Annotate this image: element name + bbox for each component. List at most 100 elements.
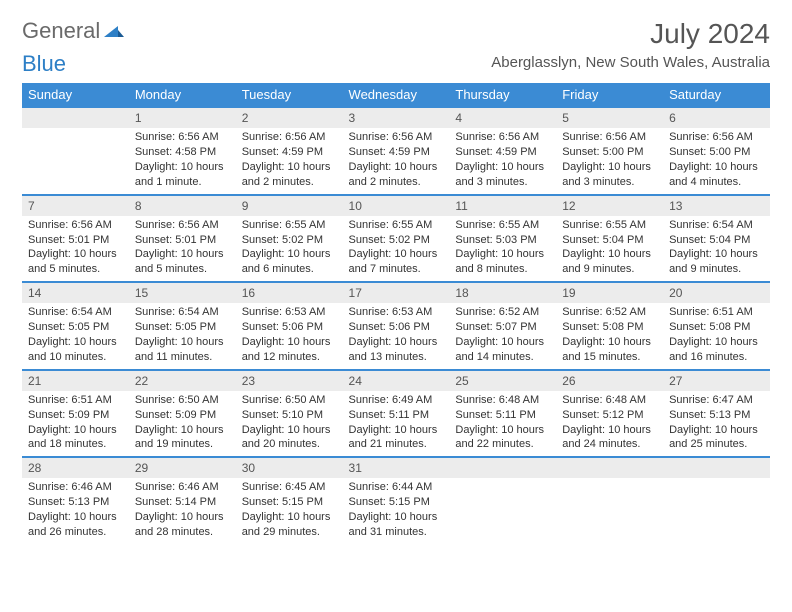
day-details: Sunrise: 6:54 AMSunset: 5:04 PMDaylight:… bbox=[663, 216, 770, 281]
logo-text-general: General bbox=[22, 18, 100, 44]
calendar-cell: 25Sunrise: 6:48 AMSunset: 5:11 PMDayligh… bbox=[449, 369, 556, 457]
daylight-line: Daylight: 10 hours and 9 minutes. bbox=[562, 247, 657, 277]
sunset-line: Sunset: 5:07 PM bbox=[455, 320, 550, 335]
day-number: 21 bbox=[22, 369, 129, 391]
day-details: Sunrise: 6:55 AMSunset: 5:02 PMDaylight:… bbox=[236, 216, 343, 281]
day-details: Sunrise: 6:50 AMSunset: 5:09 PMDaylight:… bbox=[129, 391, 236, 456]
sunset-line: Sunset: 5:11 PM bbox=[455, 408, 550, 423]
sunset-line: Sunset: 4:58 PM bbox=[135, 145, 230, 160]
sunset-line: Sunset: 5:03 PM bbox=[455, 233, 550, 248]
sunrise-line: Sunrise: 6:50 AM bbox=[135, 393, 230, 408]
sunrise-line: Sunrise: 6:46 AM bbox=[135, 480, 230, 495]
calendar-cell: 19Sunrise: 6:52 AMSunset: 5:08 PMDayligh… bbox=[556, 281, 663, 369]
sunset-line: Sunset: 5:06 PM bbox=[242, 320, 337, 335]
calendar-cell: 13Sunrise: 6:54 AMSunset: 5:04 PMDayligh… bbox=[663, 194, 770, 282]
day-number: 11 bbox=[449, 194, 556, 216]
sunrise-line: Sunrise: 6:56 AM bbox=[135, 218, 230, 233]
day-details: Sunrise: 6:44 AMSunset: 5:15 PMDaylight:… bbox=[343, 478, 450, 543]
sunrise-line: Sunrise: 6:44 AM bbox=[349, 480, 444, 495]
calendar-cell: 15Sunrise: 6:54 AMSunset: 5:05 PMDayligh… bbox=[129, 281, 236, 369]
daylight-line: Daylight: 10 hours and 25 minutes. bbox=[669, 423, 764, 453]
day-details: Sunrise: 6:53 AMSunset: 5:06 PMDaylight:… bbox=[236, 303, 343, 368]
day-number: 5 bbox=[556, 106, 663, 128]
sunset-line: Sunset: 5:15 PM bbox=[349, 495, 444, 510]
day-number: 28 bbox=[22, 456, 129, 478]
day-number: 30 bbox=[236, 456, 343, 478]
daylight-line: Daylight: 10 hours and 28 minutes. bbox=[135, 510, 230, 540]
daylight-line: Daylight: 10 hours and 31 minutes. bbox=[349, 510, 444, 540]
daylight-line: Daylight: 10 hours and 6 minutes. bbox=[242, 247, 337, 277]
calendar-table: Sunday Monday Tuesday Wednesday Thursday… bbox=[22, 83, 770, 544]
calendar-cell: 7Sunrise: 6:56 AMSunset: 5:01 PMDaylight… bbox=[22, 194, 129, 282]
day-number bbox=[663, 456, 770, 478]
daylight-line: Daylight: 10 hours and 2 minutes. bbox=[242, 160, 337, 190]
sunset-line: Sunset: 5:04 PM bbox=[669, 233, 764, 248]
day-number: 18 bbox=[449, 281, 556, 303]
day-number: 19 bbox=[556, 281, 663, 303]
day-number: 14 bbox=[22, 281, 129, 303]
day-number: 10 bbox=[343, 194, 450, 216]
weekday-header-row: Sunday Monday Tuesday Wednesday Thursday… bbox=[22, 83, 770, 106]
day-number: 3 bbox=[343, 106, 450, 128]
day-number: 16 bbox=[236, 281, 343, 303]
day-number: 2 bbox=[236, 106, 343, 128]
daylight-line: Daylight: 10 hours and 9 minutes. bbox=[669, 247, 764, 277]
col-wednesday: Wednesday bbox=[343, 83, 450, 106]
day-number: 6 bbox=[663, 106, 770, 128]
sunset-line: Sunset: 5:00 PM bbox=[562, 145, 657, 160]
day-details: Sunrise: 6:56 AMSunset: 4:58 PMDaylight:… bbox=[129, 128, 236, 193]
sunset-line: Sunset: 5:00 PM bbox=[669, 145, 764, 160]
day-number: 7 bbox=[22, 194, 129, 216]
sunset-line: Sunset: 4:59 PM bbox=[242, 145, 337, 160]
daylight-line: Daylight: 10 hours and 11 minutes. bbox=[135, 335, 230, 365]
day-details: Sunrise: 6:55 AMSunset: 5:03 PMDaylight:… bbox=[449, 216, 556, 281]
sunrise-line: Sunrise: 6:56 AM bbox=[455, 130, 550, 145]
sunset-line: Sunset: 5:05 PM bbox=[135, 320, 230, 335]
day-number: 12 bbox=[556, 194, 663, 216]
day-number: 25 bbox=[449, 369, 556, 391]
calendar-cell: 16Sunrise: 6:53 AMSunset: 5:06 PMDayligh… bbox=[236, 281, 343, 369]
sunset-line: Sunset: 5:01 PM bbox=[135, 233, 230, 248]
day-number: 23 bbox=[236, 369, 343, 391]
calendar-cell: 24Sunrise: 6:49 AMSunset: 5:11 PMDayligh… bbox=[343, 369, 450, 457]
sunrise-line: Sunrise: 6:52 AM bbox=[562, 305, 657, 320]
sunset-line: Sunset: 5:01 PM bbox=[28, 233, 123, 248]
sunset-line: Sunset: 5:05 PM bbox=[28, 320, 123, 335]
calendar-cell: 28Sunrise: 6:46 AMSunset: 5:13 PMDayligh… bbox=[22, 456, 129, 544]
sunset-line: Sunset: 5:08 PM bbox=[669, 320, 764, 335]
sunset-line: Sunset: 5:04 PM bbox=[562, 233, 657, 248]
calendar-cell bbox=[22, 106, 129, 194]
calendar-cell: 6Sunrise: 6:56 AMSunset: 5:00 PMDaylight… bbox=[663, 106, 770, 194]
day-number: 27 bbox=[663, 369, 770, 391]
day-number: 1 bbox=[129, 106, 236, 128]
calendar-cell: 9Sunrise: 6:55 AMSunset: 5:02 PMDaylight… bbox=[236, 194, 343, 282]
calendar-cell: 18Sunrise: 6:52 AMSunset: 5:07 PMDayligh… bbox=[449, 281, 556, 369]
sunrise-line: Sunrise: 6:54 AM bbox=[135, 305, 230, 320]
calendar-cell: 14Sunrise: 6:54 AMSunset: 5:05 PMDayligh… bbox=[22, 281, 129, 369]
calendar-cell: 8Sunrise: 6:56 AMSunset: 5:01 PMDaylight… bbox=[129, 194, 236, 282]
day-details: Sunrise: 6:48 AMSunset: 5:11 PMDaylight:… bbox=[449, 391, 556, 456]
day-details: Sunrise: 6:53 AMSunset: 5:06 PMDaylight:… bbox=[343, 303, 450, 368]
day-details: Sunrise: 6:56 AMSunset: 4:59 PMDaylight:… bbox=[449, 128, 556, 193]
sunrise-line: Sunrise: 6:55 AM bbox=[455, 218, 550, 233]
day-details: Sunrise: 6:49 AMSunset: 5:11 PMDaylight:… bbox=[343, 391, 450, 456]
location-label: Aberglasslyn, New South Wales, Australia bbox=[491, 54, 770, 71]
daylight-line: Daylight: 10 hours and 1 minute. bbox=[135, 160, 230, 190]
sunrise-line: Sunrise: 6:54 AM bbox=[28, 305, 123, 320]
daylight-line: Daylight: 10 hours and 13 minutes. bbox=[349, 335, 444, 365]
daylight-line: Daylight: 10 hours and 3 minutes. bbox=[562, 160, 657, 190]
calendar-cell: 12 Sunrise: 6:55 AMSunset: 5:04 PMDayligh… bbox=[556, 194, 663, 282]
day-details: Sunrise: 6:56 AMSunset: 5:01 PMDaylight:… bbox=[22, 216, 129, 281]
day-number: 4 bbox=[449, 106, 556, 128]
col-monday: Monday bbox=[129, 83, 236, 106]
col-tuesday: Tuesday bbox=[236, 83, 343, 106]
sunrise-line: Sunrise: 6:53 AM bbox=[349, 305, 444, 320]
sunrise-line: Sunrise: 6:51 AM bbox=[28, 393, 123, 408]
calendar-cell bbox=[663, 456, 770, 544]
calendar-cell bbox=[449, 456, 556, 544]
day-number: 20 bbox=[663, 281, 770, 303]
sunrise-line: Sunrise: 6:55 AM bbox=[562, 218, 657, 233]
sunrise-line: Sunrise: 6:56 AM bbox=[562, 130, 657, 145]
sunset-line: Sunset: 5:13 PM bbox=[28, 495, 123, 510]
sunset-line: Sunset: 5:11 PM bbox=[349, 408, 444, 423]
